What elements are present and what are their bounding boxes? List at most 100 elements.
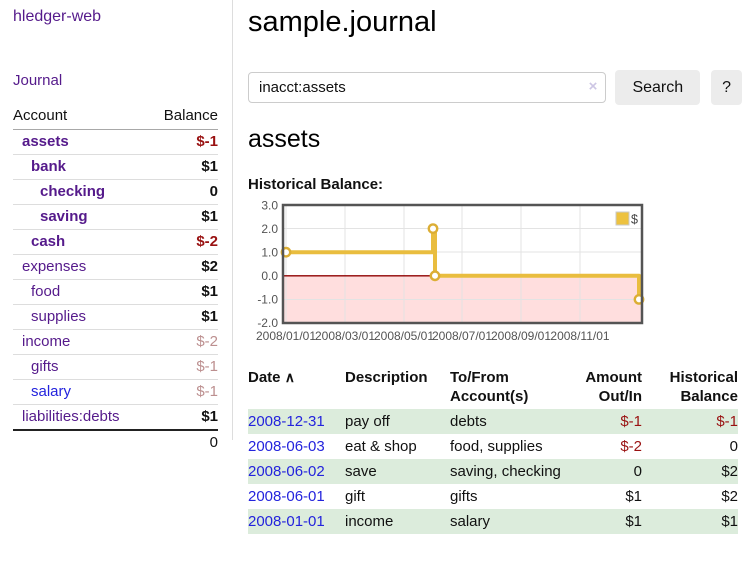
svg-text:2008/11/01: 2008/11/01 [550,329,609,343]
app-brand-link[interactable]: hledger-web [13,8,102,25]
account-link-liabilities-debts[interactable]: liabilities:debts [22,408,120,425]
svg-text:2008/05/01: 2008/05/01 [374,329,434,343]
account-balance: 0 [148,179,218,205]
transaction-amount: 0 [582,459,642,484]
account-link-expenses[interactable]: expenses [22,258,87,275]
svg-text:2008/09/01: 2008/09/01 [491,329,551,343]
register-row: 2008-06-02 save saving, checking 0 $2 [248,459,738,484]
transaction-amount: $1 [625,488,642,505]
search-input[interactable] [248,72,607,103]
account-row-supplies: supplies $1 [13,304,218,330]
column-header-balance: Historical Balance [669,369,738,405]
account-row-gifts: gifts $-1 [13,354,218,380]
transaction-amount: $1 [582,509,642,534]
account-link-salary[interactable]: salary [31,383,72,400]
account-balance: $1 [148,279,218,305]
svg-text:2.0: 2.0 [261,222,278,236]
transaction-accounts: salary [450,509,582,534]
accounts-table: Account Balance assets $-1 bank $1 check… [13,103,218,455]
legend-label: $ [631,213,638,227]
account-link-bank[interactable]: bank [31,158,67,175]
transaction-description: eat & shop [345,438,417,455]
column-header-description: Description [345,369,428,386]
register-row: 2008-12-31 pay off debts $-1 $-1 [248,409,738,434]
sidebar-item-journal[interactable]: Journal [13,72,63,89]
account-link-income[interactable]: income [22,333,71,350]
main-content: sample.journal × Search ? assets Histori… [248,0,742,534]
y-axis-ticks: 3.0 2.0 1.0 0.0 -1.0 -2.0 [257,199,278,331]
account-link-checking[interactable]: checking [40,183,106,200]
clear-search-icon[interactable]: × [588,78,598,95]
transaction-date-link[interactable]: 2008-01-01 [248,513,325,530]
account-balance: $-1 [148,354,218,380]
search-form: × Search ? [248,70,742,105]
account-row-bank: bank $1 [13,154,218,180]
account-row-salary: salary $-1 [13,379,218,405]
register-header-row: Date ∧ Description To/From Account(s) Am… [248,366,738,409]
transaction-accounts: debts [450,409,582,434]
transaction-date-link[interactable]: 2008-06-02 [248,463,325,480]
register-table: Date ∧ Description To/From Account(s) Am… [248,366,738,534]
transaction-amount: $-1 [582,409,642,434]
transaction-date-link[interactable]: 2008-06-03 [248,438,325,455]
column-header-amount: Amount Out/In [585,369,642,405]
chart-title: Historical Balance: [248,176,384,193]
search-button[interactable]: Search [615,70,701,105]
transaction-description: income [345,509,450,534]
svg-text:1.0: 1.0 [261,246,278,260]
account-balance: $1 [148,304,218,330]
transaction-accounts: saving, checking [450,459,582,484]
account-link-supplies[interactable]: supplies [31,308,87,325]
accounts-header-row: Account Balance [13,103,218,130]
account-balance: $-2 [148,229,218,255]
legend-swatch [615,211,630,226]
account-row-liabilities-debts: liabilities:debts $1 [13,405,218,431]
page-title: sample.journal [248,6,437,38]
account-balance: $2 [148,254,218,280]
svg-text:3.0: 3.0 [261,200,278,213]
account-balance: $-1 [148,129,218,155]
column-header-accounts: To/From Account(s) [450,369,529,405]
balance-chart-svg: $ 3.0 2.0 1.0 0.0 -1.0 -2.0 2008/01/01 2… [256,199,645,343]
balance-chart: $ 3.0 2.0 1.0 0.0 -1.0 -2.0 2008/01/01 2… [248,199,742,348]
account-balance: $1 [148,154,218,180]
account-balance: $1 [148,204,218,230]
transaction-balance: $-1 [642,409,738,434]
transaction-description: pay off [345,409,450,434]
account-row-cash: cash $-2 [13,229,218,255]
account-row-saving: saving $1 [13,204,218,230]
account-row-checking: checking 0 [13,179,218,205]
sidebar-divider [232,0,233,440]
accounts-total-row: 0 [13,429,218,455]
column-header-date[interactable]: Date ∧ [248,369,295,386]
transaction-balance: 0 [729,438,738,455]
account-link-gifts[interactable]: gifts [31,358,59,375]
register-row: 2008-06-03 eat & shop food, supplies $-2… [248,434,738,459]
account-row-income: income $-2 [13,329,218,355]
accounts-header-balance: Balance [148,103,218,130]
transaction-balance: $2 [642,459,738,484]
x-axis-ticks: 2008/01/01 2008/03/01 2008/05/01 2008/07… [256,329,610,343]
account-link-food[interactable]: food [31,283,61,300]
transaction-balance: $1 [642,509,738,534]
svg-text:-1.0: -1.0 [257,293,278,307]
chart-legend: $ [614,210,641,228]
register-row: 2008-01-01 income salary $1 $1 [248,509,738,534]
svg-text:2008/01/01: 2008/01/01 [256,329,316,343]
svg-text:2008/07/01: 2008/07/01 [432,329,492,343]
accounts-total-value: 0 [148,429,218,455]
transaction-description: gift [345,488,366,505]
account-link-saving[interactable]: saving [40,208,88,225]
transaction-date-link[interactable]: 2008-12-31 [248,413,325,430]
transaction-balance: $2 [721,488,738,505]
svg-text:2008/03/01: 2008/03/01 [315,329,375,343]
help-button[interactable]: ? [711,70,742,105]
transaction-description: save [345,459,450,484]
transaction-accounts: food, supplies [450,438,543,455]
account-balance: $-2 [148,329,218,355]
transaction-date-link[interactable]: 2008-06-01 [248,488,325,505]
account-link-cash[interactable]: cash [31,233,66,250]
plot-border [281,203,644,325]
transaction-accounts: gifts [450,488,478,505]
account-link-assets[interactable]: assets [22,133,69,150]
